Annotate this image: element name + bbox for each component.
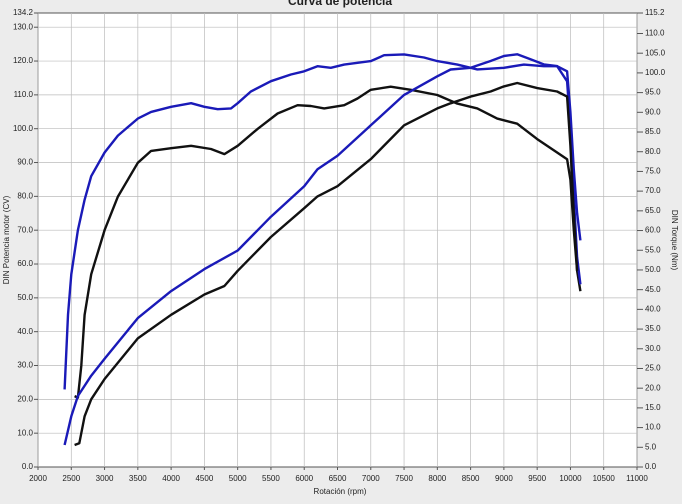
y2-tick-label: 15.0 (645, 403, 661, 412)
y2-tick-label: 50.0 (645, 265, 661, 274)
x-tick-label: 4500 (195, 474, 213, 483)
x-tick-label: 4000 (162, 474, 180, 483)
y-tick-label: 90.0 (17, 158, 33, 167)
x-tick-label: 9000 (495, 474, 513, 483)
y2-tick-label: 35.0 (645, 324, 661, 333)
y2-tick-label: 75.0 (645, 167, 661, 176)
x-tick-label: 5000 (229, 474, 247, 483)
y-tick-label: 100.0 (13, 124, 34, 133)
y2-tick-label: 110.0 (645, 29, 665, 38)
x-tick-label: 10500 (593, 474, 616, 483)
y2-tick-label: 45.0 (645, 285, 661, 294)
x-tick-label: 7000 (362, 474, 380, 483)
y-tick-label: 40.0 (17, 327, 33, 336)
y-tick-label: 60.0 (17, 259, 33, 268)
y-axis-title: DIN Potencia motor (CV) (2, 195, 11, 284)
series-line (74, 81, 579, 447)
x-tick-label: 8500 (462, 474, 480, 483)
x-tick-label: 11000 (626, 474, 648, 483)
y2-tick-label: 105.0 (645, 48, 666, 57)
y2-axis-title: DIN Torque (Nm) (670, 210, 679, 271)
x-tick-label: 2000 (29, 474, 47, 483)
y2-tick-label: 30.0 (645, 344, 661, 353)
series-line (74, 85, 582, 399)
y-tick-label: 20.0 (17, 394, 33, 403)
y-tick-label: 50.0 (17, 293, 33, 302)
y-tick-label: 130.0 (13, 22, 34, 31)
x-tick-label: 8000 (428, 474, 446, 483)
y-tick-label: 134.2 (13, 8, 34, 17)
y2-tick-label: 100.0 (645, 68, 666, 77)
y-tick-label: 70.0 (17, 225, 33, 234)
x-tick-label: 2500 (62, 474, 80, 483)
y-tick-label: 0.0 (22, 462, 34, 471)
y2-tick-label: 85.0 (645, 127, 661, 136)
y2-tick-label: 10.0 (645, 423, 661, 432)
y2-tick-label: 65.0 (645, 206, 661, 215)
y2-tick-label: 115.2 (645, 8, 665, 17)
x-tick-label: 10000 (559, 474, 582, 483)
y-tick-label: 30.0 (17, 361, 33, 370)
y-tick-label: 10.0 (17, 428, 33, 437)
y-tick-label: 80.0 (17, 191, 33, 200)
x-tick-label: 5500 (262, 474, 280, 483)
y-tick-label: 110.0 (14, 90, 34, 99)
y2-tick-label: 80.0 (645, 147, 661, 156)
y2-tick-label: 70.0 (645, 186, 661, 195)
y-tick-label: 120.0 (13, 56, 34, 65)
y2-tick-label: 5.0 (645, 442, 657, 451)
x-tick-label: 6500 (329, 474, 347, 483)
x-tick-label: 6000 (295, 474, 313, 483)
y2-tick-label: 0.0 (645, 462, 657, 471)
x-tick-label: 9500 (528, 474, 546, 483)
chart-title: Curva de potencia (288, 0, 392, 8)
series-line (63, 53, 582, 390)
x-tick-label: 7500 (395, 474, 413, 483)
y2-tick-label: 20.0 (645, 383, 661, 392)
x-axis-title: Rotación (rpm) (314, 487, 367, 496)
x-tick-label: 3500 (129, 474, 147, 483)
series-line (63, 53, 582, 446)
y2-tick-label: 90.0 (645, 107, 661, 116)
x-tick-label: 3000 (96, 474, 114, 483)
y2-tick-label: 60.0 (645, 226, 661, 235)
y2-tick-label: 55.0 (645, 245, 661, 254)
y2-tick-label: 40.0 (645, 304, 661, 313)
y2-tick-label: 25.0 (645, 364, 661, 373)
y2-tick-label: 95.0 (645, 88, 661, 97)
